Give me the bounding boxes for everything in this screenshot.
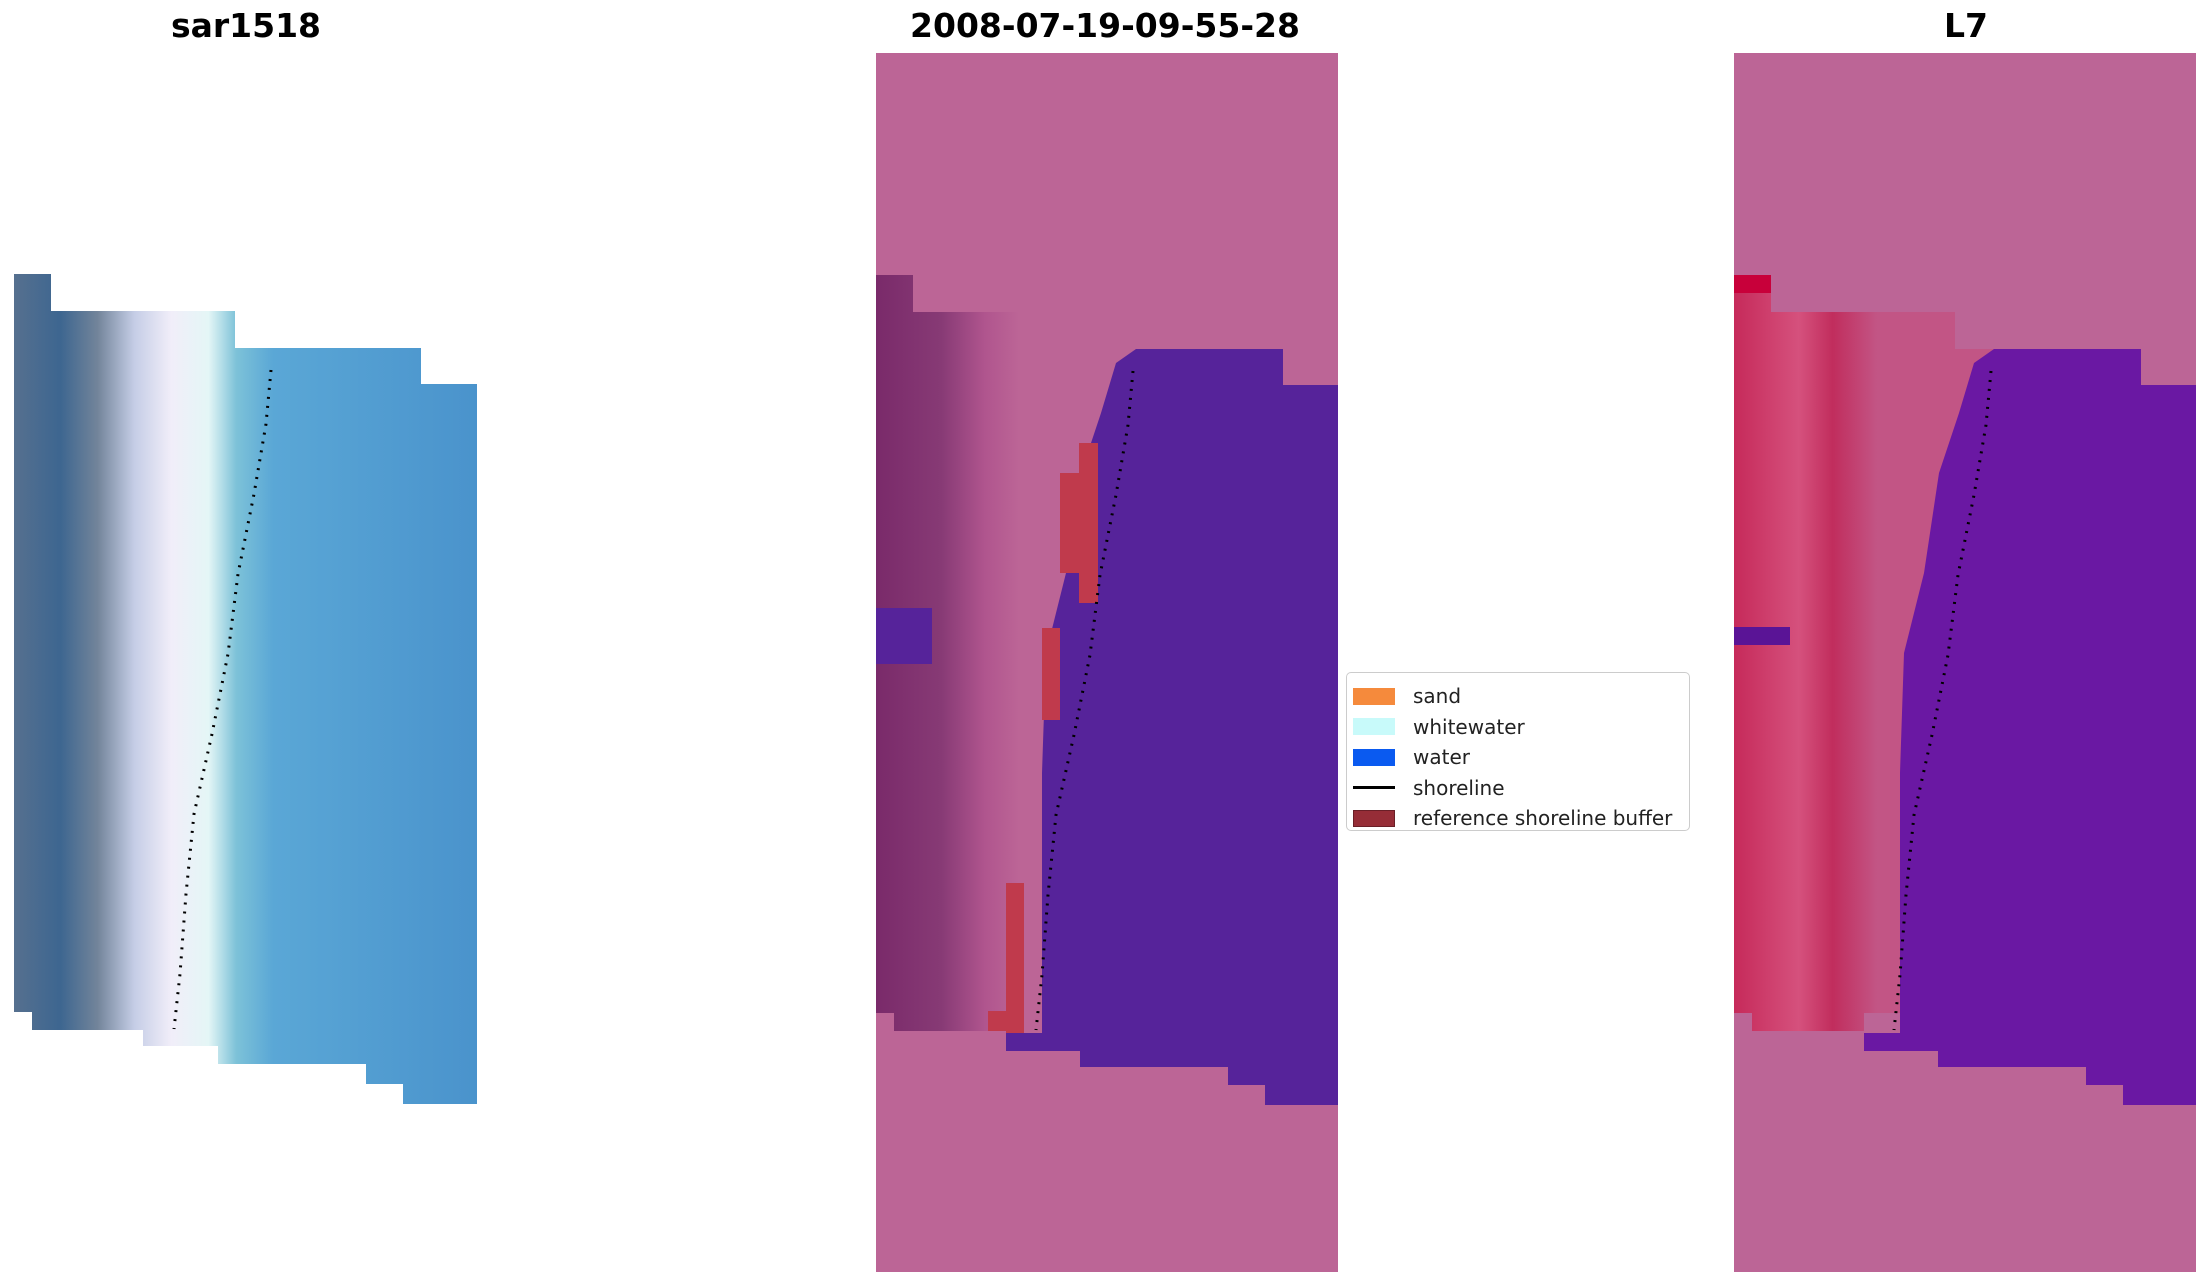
index-red-patch — [1734, 275, 1771, 293]
water-swatch — [1353, 748, 1395, 766]
legend-label: shoreline — [1413, 775, 1505, 800]
legend-item-buffer: reference shoreline buffer — [1347, 803, 1689, 834]
sand-swatch — [1353, 687, 1395, 705]
legend-item-shoreline: shoreline — [1347, 773, 1689, 804]
legend-label: sand — [1413, 684, 1462, 709]
index-image — [1734, 53, 2196, 1272]
whitewater-swatch — [1353, 718, 1395, 736]
legend-item-sand: sand — [1347, 681, 1689, 712]
buffer-segment — [1079, 443, 1098, 603]
legend-label: reference shoreline buffer — [1413, 806, 1673, 831]
shoreline-line-swatch — [1353, 786, 1395, 790]
panel-title-classified: 2008-07-19-09-55-28 — [910, 6, 1300, 45]
legend-label: whitewater — [1413, 714, 1525, 739]
index-water-area — [1864, 349, 2196, 1105]
classified-image-panel — [876, 53, 1338, 1272]
index-dark-patch — [1734, 627, 1790, 645]
water-patch-land — [876, 608, 932, 664]
buffer-segment — [988, 1011, 1024, 1031]
buffer-segment — [1042, 628, 1060, 720]
buffer-segment — [1006, 883, 1024, 1033]
index-image-panel — [1734, 53, 2196, 1272]
rgb-image-area — [14, 274, 477, 1104]
rgb-image-panel — [14, 274, 480, 1104]
buffer-segment — [1060, 473, 1079, 573]
classified-image — [876, 53, 1338, 1272]
buffer-swatch — [1353, 809, 1395, 827]
panel-title-rgb: sar1518 — [170, 6, 322, 45]
legend-item-water: water — [1347, 742, 1689, 773]
panel-title-mndwi: L7 — [1944, 6, 1988, 45]
legend-label: water — [1413, 745, 1470, 770]
legend: sand whitewater water shoreline referenc… — [1346, 672, 1690, 831]
rgb-image — [14, 274, 477, 1104]
legend-item-whitewater: whitewater — [1347, 712, 1689, 743]
